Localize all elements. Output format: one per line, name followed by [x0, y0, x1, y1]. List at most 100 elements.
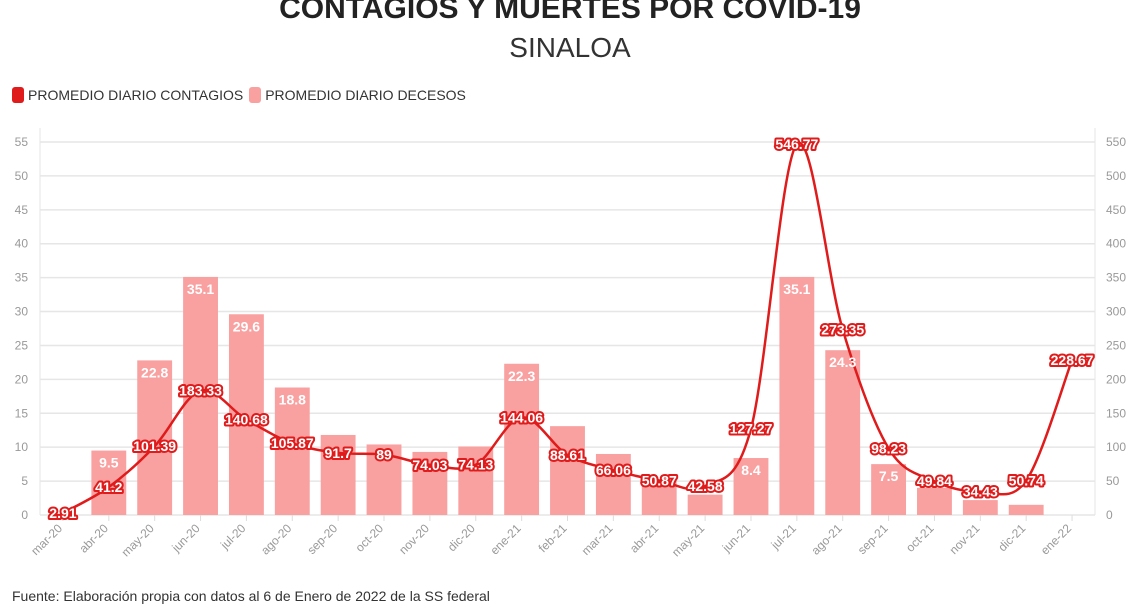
- bar-decesos: [320, 434, 356, 515]
- line-data-label: 74.03: [412, 457, 447, 473]
- bar-decesos: [733, 458, 769, 515]
- bar-decesos: [458, 446, 494, 515]
- bar-decesos: [183, 276, 218, 515]
- bar-decesos: [779, 276, 815, 515]
- x-tick-label: abr-20: [76, 521, 111, 556]
- line-data-label: 127.27: [730, 421, 773, 437]
- legend: PROMEDIO DIARIO CONTAGIOS PROMEDIO DIARI…: [12, 87, 466, 103]
- bar-decesos: [595, 453, 631, 515]
- y-right-tick-label: 500: [1106, 169, 1126, 183]
- line-contagios: [62, 141, 1074, 515]
- x-tick-label: abr-21: [627, 521, 662, 556]
- line-data-label: 183.33: [179, 383, 222, 399]
- y-left-tick-label: 50: [15, 169, 29, 183]
- x-tick-label: mar-20: [28, 521, 65, 558]
- y-left-tick-label: 15: [15, 406, 29, 420]
- y-right-tick-label: 100: [1106, 440, 1126, 454]
- y-left-tick-label: 40: [15, 237, 29, 251]
- x-tick-label: jul-21: [768, 521, 800, 553]
- y-right-tick-label: 250: [1106, 338, 1126, 352]
- legend-item-decesos[interactable]: PROMEDIO DIARIO DECESOS: [249, 87, 466, 103]
- x-tick-label: may-21: [669, 521, 707, 559]
- x-tick-label: sep-20: [304, 521, 340, 557]
- line-data-label: 89: [376, 447, 392, 463]
- x-tick-label: mar-21: [579, 521, 616, 558]
- y-left-tick-label: 30: [15, 305, 29, 319]
- legend-label-decesos: PROMEDIO DIARIO DECESOS: [265, 87, 466, 103]
- x-tick-label: ago-21: [809, 521, 846, 558]
- bar-decesos: [687, 494, 723, 515]
- chart-title: CONTAGIOS Y MUERTES POR COVID-19: [279, 0, 861, 25]
- y-right-tick-label: 400: [1106, 237, 1126, 251]
- line-data-label: 34.43: [963, 484, 998, 500]
- x-tick-label: feb-21: [536, 521, 570, 555]
- bar-data-label: 22.3: [508, 368, 535, 384]
- bar-data-label: 9.5: [99, 455, 119, 471]
- bar-decesos: [137, 360, 173, 515]
- y-right-tick-label: 300: [1106, 305, 1126, 319]
- x-tick-label: nov-21: [947, 521, 983, 557]
- y-left-tick-label: 45: [15, 203, 29, 217]
- bar-decesos: [228, 314, 264, 515]
- y-right-tick-label: 50: [1106, 474, 1120, 488]
- line-data-label: 50.74: [1009, 473, 1044, 489]
- line-data-label: 101.39: [133, 438, 176, 454]
- chart-subtitle: SINALOA: [509, 32, 631, 63]
- x-tick-label: jun-21: [719, 521, 753, 555]
- line-data-label: 140.68: [225, 412, 268, 428]
- x-tick-label: ago-20: [258, 521, 295, 558]
- y-left-tick-label: 20: [15, 372, 29, 386]
- legend-item-contagios[interactable]: PROMEDIO DIARIO CONTAGIOS: [12, 87, 243, 103]
- line-data-label: 74.13: [458, 457, 493, 473]
- y-right-tick-label: 150: [1106, 406, 1126, 420]
- line-data-label: 50.87: [642, 473, 677, 489]
- bar-data-label: 24.3: [829, 354, 856, 370]
- x-tick-label: ene-22: [1038, 521, 1075, 558]
- line-data-label: 228.67: [1051, 352, 1094, 368]
- source-note: Fuente: Elaboración propia con datos al …: [12, 588, 490, 604]
- line-data-label: 546.77: [775, 136, 818, 152]
- line-data-label: 144.06: [500, 409, 543, 425]
- x-tick-label: ene-21: [487, 521, 524, 558]
- line-data-label: 41.2: [95, 479, 122, 495]
- bar-decesos: [550, 426, 585, 515]
- line-data-label: 88.61: [550, 447, 585, 463]
- bar-data-label: 18.8: [279, 392, 306, 408]
- bar-decesos: [962, 500, 998, 515]
- bar-decesos: [917, 487, 952, 515]
- legend-swatch-contagios: [12, 87, 24, 103]
- bar-data-label: 22.8: [141, 364, 168, 380]
- line-data-label: 49.84: [917, 473, 952, 489]
- y-left-tick-label: 0: [21, 508, 28, 522]
- bar-decesos: [274, 387, 310, 515]
- x-tick-label: oct-20: [353, 521, 387, 555]
- legend-swatch-decesos: [249, 87, 262, 103]
- x-tick-label: dic-20: [445, 521, 478, 554]
- y-left-tick-label: 10: [15, 440, 29, 454]
- bar-decesos: [91, 450, 127, 515]
- line-data-label: 42.58: [688, 478, 723, 494]
- bar-decesos: [1008, 504, 1044, 515]
- y-right-tick-label: 200: [1106, 372, 1126, 386]
- y-right-tick-label: 0: [1106, 508, 1113, 522]
- x-tick-label: jul-20: [217, 521, 249, 553]
- x-tick-label: dic-21: [995, 521, 1028, 554]
- y-right-tick-label: 550: [1106, 135, 1126, 149]
- x-tick-label: jun-20: [168, 521, 202, 555]
- y-left-tick-label: 5: [21, 474, 28, 488]
- y-left-tick-label: 25: [15, 338, 29, 352]
- bar-data-label: 7.5: [879, 468, 899, 484]
- x-tick-label: may-20: [119, 521, 157, 559]
- x-tick-label: sep-21: [855, 521, 891, 557]
- y-right-tick-label: 450: [1106, 203, 1126, 217]
- line-data-label: 2.91: [49, 505, 76, 521]
- bar-decesos: [825, 350, 861, 515]
- line-data-label: 66.06: [596, 462, 631, 478]
- legend-label-contagios: PROMEDIO DIARIO CONTAGIOS: [28, 87, 244, 103]
- bar-decesos: [504, 363, 540, 515]
- line-data-label: 98.23: [871, 440, 906, 456]
- bar-decesos: [871, 464, 907, 515]
- bar-decesos: [641, 481, 677, 515]
- x-tick-label: oct-21: [903, 521, 937, 555]
